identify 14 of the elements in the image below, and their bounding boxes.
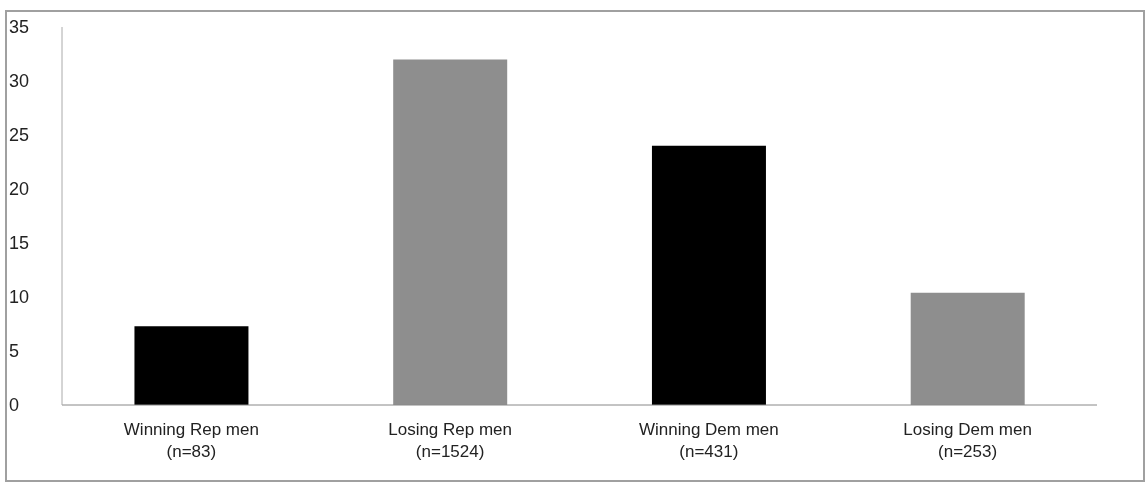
x-tick-label: Losing Rep men (n=1524) bbox=[388, 420, 513, 461]
y-tick-label: 0 bbox=[9, 395, 20, 416]
y-tick-label: 15 bbox=[9, 233, 30, 254]
y-tick-label: 20 bbox=[9, 179, 30, 200]
bar bbox=[134, 326, 249, 405]
y-tick-label: 35 bbox=[9, 17, 30, 38]
x-tick-label: Losing Dem men (n=253) bbox=[903, 420, 1032, 461]
y-tick-label: 30 bbox=[9, 71, 30, 92]
x-tick-label: Winning Rep men (n=83) bbox=[123, 420, 259, 461]
x-tick-label: Winning Dem men (n=431) bbox=[638, 420, 779, 461]
y-tick-label: 5 bbox=[9, 341, 20, 362]
y-tick-label: 25 bbox=[9, 125, 30, 146]
bar bbox=[651, 145, 766, 405]
y-tick-label: 10 bbox=[9, 287, 30, 308]
